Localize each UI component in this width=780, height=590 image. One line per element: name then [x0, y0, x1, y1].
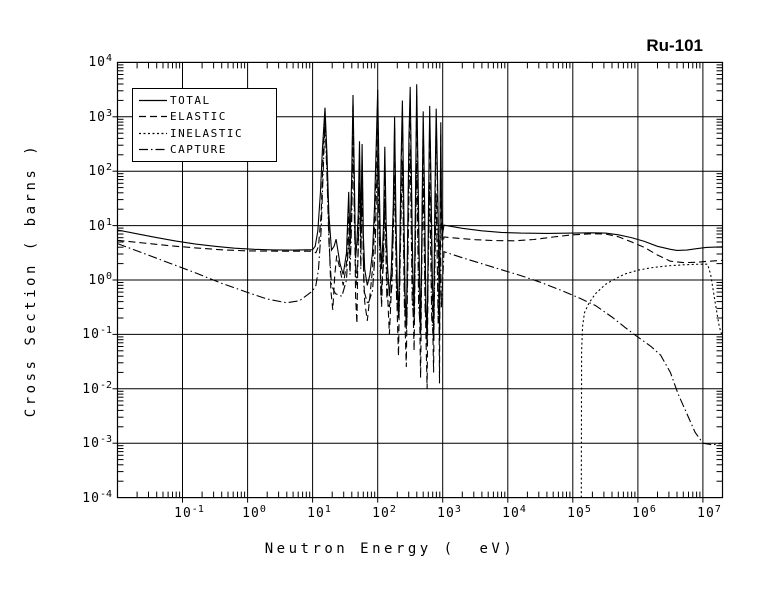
legend-row-capture: CAPTURE [138, 142, 274, 157]
series-line-capture [117, 122, 723, 446]
x-tick-label-1e7: 107 [697, 504, 721, 521]
x-tick-label-1e2: 102 [372, 504, 396, 521]
y-tick-label-1e1: 101 [88, 217, 112, 234]
y-tick-label-1e4: 104 [88, 53, 112, 70]
x-tick-label-1e5: 105 [567, 504, 591, 521]
x-tick-label-1e1: 101 [307, 504, 331, 521]
x-tick-label-1e0: 100 [242, 504, 266, 521]
y-tick-label-1e2: 102 [88, 162, 112, 179]
legend-label-capture: CAPTURE [170, 143, 227, 157]
legend-line-total [139, 99, 167, 101]
x-tick-label-1e4: 104 [502, 504, 526, 521]
legend-row-elastic: ELASTIC [138, 109, 274, 124]
legend-line-inelastic [139, 132, 167, 134]
legend-row-inelastic: INELASTIC [138, 126, 274, 141]
series-line-inelastic [580, 263, 723, 498]
y-tick-label-1e3: 103 [88, 108, 112, 125]
y-tick-label-1e0: 100 [88, 271, 112, 288]
series-line-elastic [117, 94, 723, 389]
y-tick-label-1e-4: 10-4 [82, 489, 112, 506]
legend-line-elastic [139, 116, 167, 118]
y-tick-label-1e-3: 10-3 [82, 434, 112, 451]
series-line-total [117, 84, 723, 346]
chart-title: Ru-101 [646, 36, 703, 55]
y-tick-label-1e-2: 10-2 [82, 380, 112, 397]
y-axis-title: Cross Section ( barns ) [23, 142, 39, 418]
legend-label-inelastic: INELASTIC [170, 126, 244, 140]
x-tick-label-1e6: 106 [632, 504, 656, 521]
y-tick-label-1e-1: 10-1 [82, 325, 112, 342]
legend-label-elastic: ELASTIC [170, 110, 227, 124]
legend-label-total: TOTAL [170, 93, 211, 107]
legend-box: TOTAL ELASTIC INELASTIC CAPTURE [132, 88, 277, 162]
x-axis-title: Neutron Energy ( eV) [264, 541, 516, 557]
x-tick-label-1e-1: 10-1 [174, 504, 204, 521]
x-tick-label-1e3: 103 [437, 504, 461, 521]
legend-row-total: TOTAL [138, 93, 274, 108]
legend-line-capture [139, 149, 167, 151]
